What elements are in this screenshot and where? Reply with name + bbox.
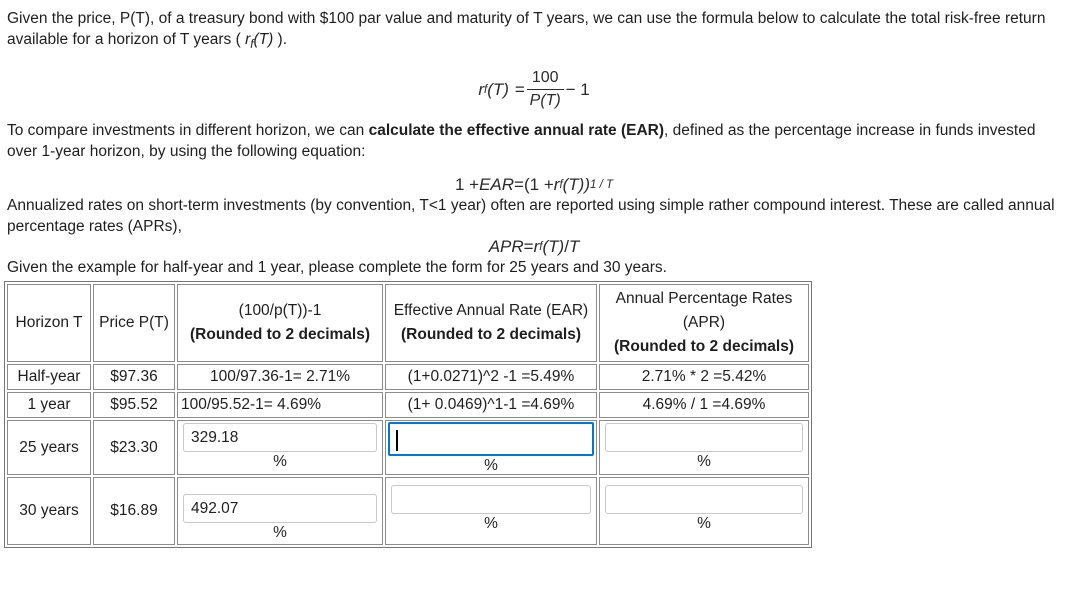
- total-return-input-30y[interactable]: [183, 494, 377, 524]
- cell-price: $97.36: [93, 364, 175, 391]
- cell-total-return: 100/97.36-1= 2.71%: [177, 364, 383, 391]
- fraction-numerator: 100: [526, 69, 564, 91]
- cell-horizon: 1 year: [7, 392, 91, 419]
- math-arg: (T): [487, 79, 509, 99]
- math-arg: (T)): [562, 175, 591, 195]
- math-exponent: 1 / T: [590, 179, 614, 192]
- equals-sign: =: [514, 79, 525, 99]
- equals-sign: =: [514, 175, 524, 195]
- header-line: Annual Percentage Rates: [615, 290, 793, 308]
- percent-label: %: [273, 453, 287, 471]
- cell-price: $23.30: [93, 420, 175, 476]
- question-page: Given the price, P(T), of a treasury bon…: [4, 8, 1061, 549]
- cell-ear: (1+0.0271)^2 -1 =5.49%: [385, 364, 597, 391]
- apr-input-25y[interactable]: [605, 423, 803, 453]
- cell-total-return-input: %: [177, 420, 383, 476]
- cell-apr: 2.71% * 2 =5.42%: [599, 364, 809, 391]
- cell-horizon: 25 years: [7, 420, 91, 476]
- rates-table: Horizon T Price P(T) (100/p(T))-1 (Round…: [4, 281, 812, 549]
- ear-text-end: , defined as the percentage increase in …: [7, 122, 1036, 161]
- math-var-r: r: [533, 237, 540, 257]
- focused-input-wrap: [386, 422, 596, 457]
- formula-lead: 1 +: [454, 175, 480, 195]
- fraction: 100 P(T): [526, 69, 564, 110]
- divide-sign: /: [564, 237, 569, 257]
- text-caret: [396, 430, 398, 452]
- math-arg: (T): [253, 31, 274, 48]
- header-row: Horizon T Price P(T) (100/p(T))-1 (Round…: [7, 284, 809, 363]
- cell-price: $16.89: [93, 477, 175, 546]
- cell-apr: 4.69% / 1 =4.69%: [599, 392, 809, 419]
- row-30-years: 30 years $16.89 % % %: [7, 477, 809, 546]
- math-var-ear: EAR: [479, 175, 515, 195]
- math-var-t: T: [568, 237, 580, 257]
- cell-total-return-input: %: [177, 477, 383, 546]
- math-arg: (T): [542, 237, 565, 257]
- equals-sign: =: [523, 237, 534, 257]
- header-line: Effective Annual Rate (EAR): [393, 302, 589, 320]
- ear-paragraph: To compare investments in different hori…: [7, 120, 1061, 162]
- cell-horizon: Half-year: [7, 364, 91, 391]
- ear-input-25y[interactable]: [388, 422, 594, 457]
- intro-paragraph: Given the price, P(T), of a treasury bon…: [7, 8, 1061, 56]
- percent-label: %: [484, 515, 498, 533]
- header-line: (APR): [682, 314, 726, 332]
- row-half-year: Half-year $97.36 100/97.36-1= 2.71% (1+0…: [7, 364, 809, 391]
- apr-paragraph: Annualized rates on short-term investmen…: [7, 197, 1055, 236]
- header-ear: Effective Annual Rate (EAR) (Rounded to …: [385, 284, 597, 363]
- cell-ear-input: %: [385, 420, 597, 476]
- fraction-denominator: P(T): [529, 92, 561, 110]
- cell-price: $95.52: [93, 392, 175, 419]
- ear-formula: 1 + EAR = (1 + r f (T)) 1 / T: [7, 175, 1061, 195]
- math-var-r: r: [245, 31, 251, 48]
- math-var-r: r: [478, 79, 484, 99]
- math-var-apr: APR: [488, 237, 524, 257]
- total-return-formula: r f (T) = 100 P(T) − 1: [7, 69, 1061, 110]
- header-rounding-note: (Rounded to 2 decimals): [401, 326, 581, 344]
- cell-total-return: 100/95.52-1= 4.69%: [177, 392, 383, 419]
- row-1-year: 1 year $95.52 100/95.52-1= 4.69% (1+ 0.0…: [7, 392, 809, 419]
- header-line: (100/p(T))-1: [238, 302, 322, 320]
- ear-text: To compare investments in different hori…: [7, 122, 369, 140]
- ear-input-30y[interactable]: [391, 485, 591, 515]
- formula-tail: − 1: [565, 79, 590, 99]
- header-price: Price P(T): [93, 284, 175, 363]
- math-sub-f: f: [484, 83, 488, 96]
- header-rounding-note: (Rounded to 2 decimals): [190, 326, 370, 344]
- intro-text: Given the price, P(T), of a treasury bon…: [7, 10, 1046, 48]
- task-paragraph: Given the example for half-year and 1 ye…: [7, 259, 667, 277]
- cell-apr-input: %: [599, 477, 809, 546]
- cell-horizon: 30 years: [7, 477, 91, 546]
- cell-ear-input: %: [385, 477, 597, 546]
- total-return-input-25y[interactable]: [183, 423, 377, 453]
- math-sub-f: f: [250, 39, 254, 52]
- header-apr: Annual Percentage Rates (APR) (Rounded t…: [599, 284, 809, 363]
- apr-formula: APR = r f (T) / T: [7, 237, 1061, 257]
- math-sub-f: f: [539, 241, 543, 254]
- percent-label: %: [484, 457, 498, 475]
- header-total-return: (100/p(T))-1 (Rounded to 2 decimals): [177, 284, 383, 363]
- math-var-r: r: [553, 175, 560, 195]
- cell-apr-input: %: [599, 420, 809, 476]
- percent-label: %: [697, 515, 711, 533]
- row-25-years: 25 years $23.30 % % %: [7, 420, 809, 476]
- intro-text-end: ).: [273, 31, 288, 48]
- open-paren: (1 +: [523, 175, 554, 195]
- ear-bold-text: calculate the effective annual rate (EAR…: [368, 122, 665, 140]
- percent-label: %: [697, 453, 711, 471]
- percent-label: %: [273, 524, 287, 542]
- header-rounding-note: (Rounded to 2 decimals): [614, 338, 794, 356]
- header-horizon: Horizon T: [7, 284, 91, 363]
- math-sub-f: f: [559, 179, 563, 192]
- cell-ear: (1+ 0.0469)^1-1 =4.69%: [385, 392, 597, 419]
- apr-input-30y[interactable]: [605, 485, 803, 515]
